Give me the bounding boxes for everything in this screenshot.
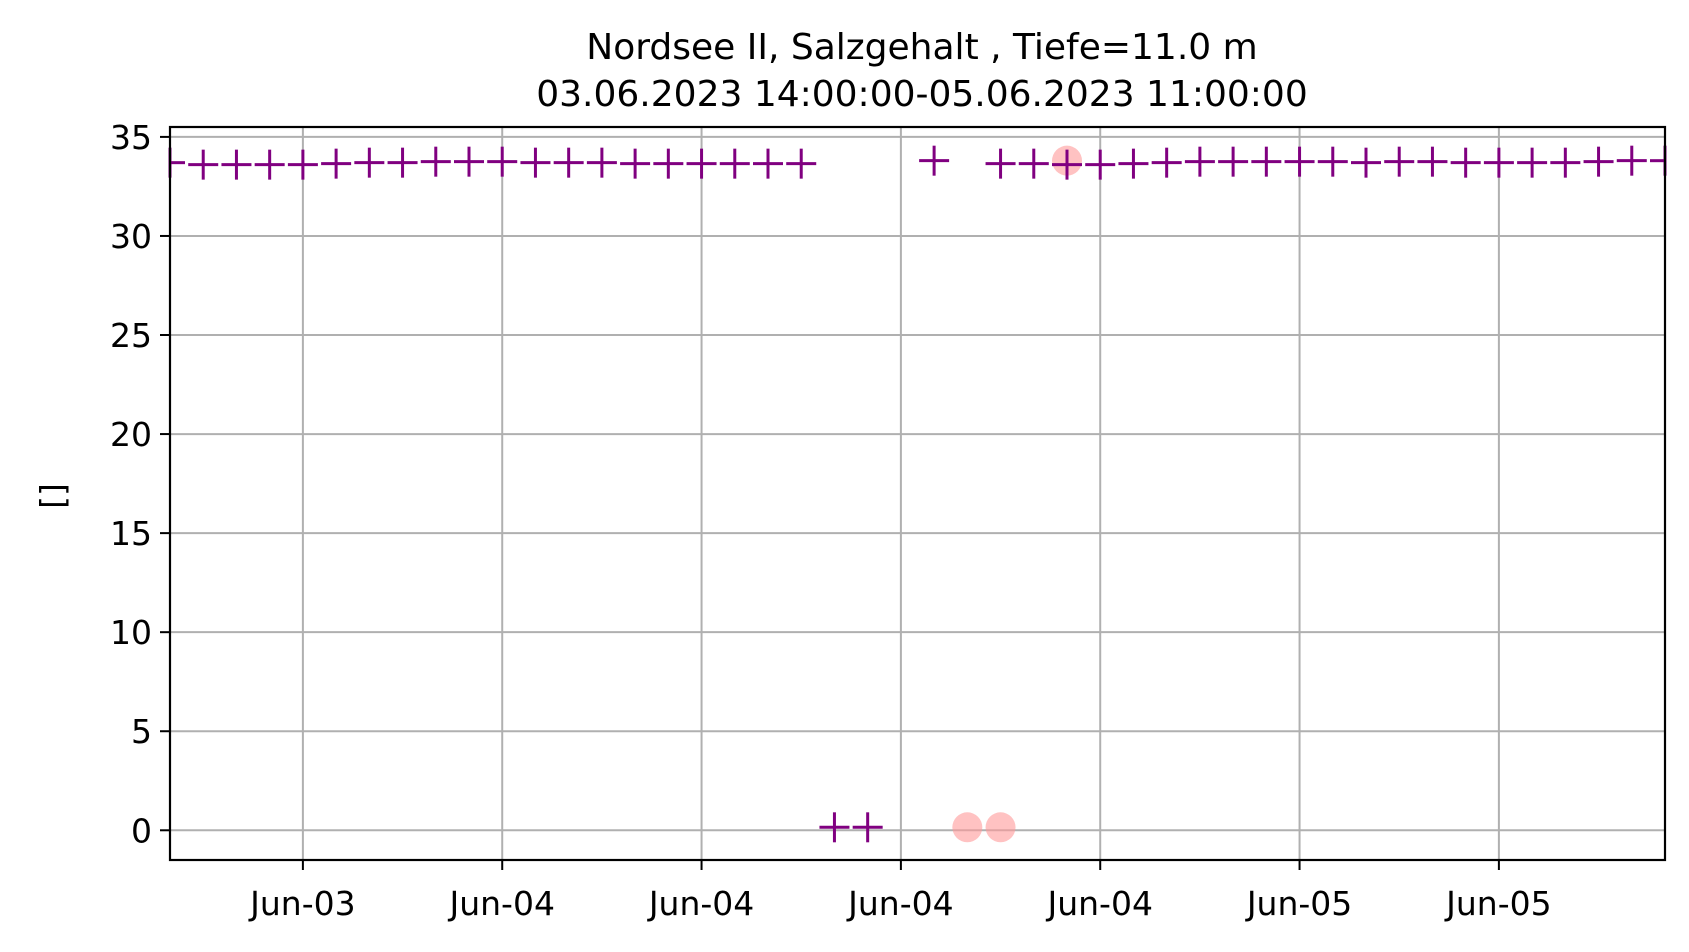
data-point: [254, 149, 285, 180]
data-point: [188, 149, 219, 180]
axis-ticks: 0 5 10 15 20 25 30 35 Jun-03 Jun-04 Jun-04 Jun-04 Ju…: [110, 118, 1552, 923]
flagged-point-highlight: [985, 812, 1016, 843]
data-point: [168, 147, 185, 178]
y-tick-label: 15: [110, 514, 152, 553]
data-point: [1085, 149, 1116, 180]
y-tick-label: 0: [131, 811, 152, 850]
data-point: [1284, 146, 1315, 177]
data-point: [985, 148, 1016, 179]
data-point: [620, 148, 651, 179]
data-point: [387, 147, 418, 178]
data-point: [1317, 146, 1348, 177]
data-point: [1118, 148, 1149, 179]
data-point: [852, 812, 883, 843]
chart-title: Nordsee II, Salzgehalt , Tiefe=11.0 m: [586, 27, 1257, 68]
data-point: [520, 147, 551, 178]
y-tick-label: 20: [110, 415, 152, 454]
data-point: [1450, 147, 1481, 178]
data-point: [420, 146, 451, 177]
data-point: [753, 148, 783, 179]
plot-frame: [168, 125, 1667, 862]
flagged-point-highlight: [952, 812, 983, 843]
data-markers: [168, 145, 1667, 843]
x-tick-label: Jun-04: [1045, 884, 1152, 923]
y-axis-label: []: [33, 483, 72, 509]
data-point: [1351, 147, 1381, 178]
data-point: [287, 149, 318, 180]
data-point: [1384, 146, 1415, 177]
data-point: [786, 148, 817, 179]
grid: [170, 127, 1665, 860]
data-point: [1018, 148, 1049, 179]
x-tick-label: Jun-03: [248, 884, 355, 923]
data-point: [321, 148, 352, 179]
data-point: [919, 145, 950, 176]
data-point: [586, 147, 617, 178]
y-tick-label: 10: [110, 613, 152, 652]
chart-subtitle: 03.06.2023 14:00:00-05.06.2023 11:00:00: [536, 74, 1308, 115]
data-point: [1616, 145, 1647, 176]
data-point: [1583, 146, 1614, 177]
data-point: [1650, 145, 1667, 176]
data-point: [454, 146, 484, 177]
x-tick-label: Jun-05: [1444, 884, 1551, 923]
data-point: [719, 148, 750, 179]
data-point: [1184, 146, 1215, 177]
data-point: [1483, 147, 1514, 178]
x-tick-label: Jun-05: [1245, 884, 1352, 923]
data-point: [221, 149, 252, 180]
y-tick-label: 30: [110, 217, 152, 256]
data-point: [819, 812, 850, 843]
x-tick-label: Jun-04: [647, 884, 754, 923]
data-point: [686, 148, 717, 179]
data-point: [1417, 146, 1448, 177]
data-point: [1218, 146, 1249, 177]
data-point: [1517, 147, 1548, 178]
y-tick-label: 25: [110, 316, 152, 355]
x-tick-label: Jun-04: [846, 884, 953, 923]
data-point: [1052, 149, 1082, 180]
data-point: [1151, 147, 1182, 178]
y-tick-label: 5: [131, 712, 152, 751]
data-point: [1251, 146, 1282, 177]
data-point: [487, 146, 518, 177]
data-point: [1550, 147, 1581, 178]
y-tick-label: 35: [110, 118, 152, 157]
data-point: [354, 147, 385, 178]
data-point: [553, 147, 584, 178]
x-tick-label: Jun-04: [447, 884, 554, 923]
data-point: [653, 148, 684, 179]
